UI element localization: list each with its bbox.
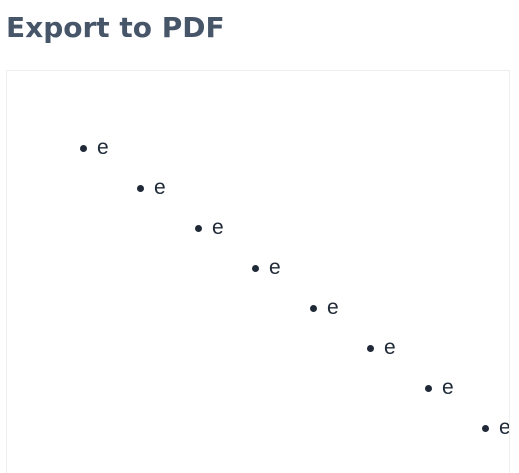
bullet-icon <box>482 424 489 432</box>
list-item-text: e <box>212 216 224 239</box>
page-title: Export to PDF <box>6 11 225 44</box>
list-item-text: e <box>97 136 109 159</box>
bullet-icon <box>80 144 87 152</box>
list-item-text: e <box>154 176 166 199</box>
list-item-text: e <box>269 256 281 279</box>
list-item: e <box>80 133 109 163</box>
bullet-icon <box>195 224 202 232</box>
bullet-icon <box>425 384 432 392</box>
list-item: e <box>425 373 454 403</box>
list-item-text: e <box>499 416 510 439</box>
bullet-icon <box>252 264 259 272</box>
list-item: e <box>195 213 224 243</box>
list-item: e <box>137 173 166 203</box>
list-item: e <box>482 413 510 443</box>
list-item: e <box>367 333 396 363</box>
list-item: e <box>310 293 339 323</box>
pdf-preview-panel: e e e e e e e e <box>6 70 510 473</box>
list-item-text: e <box>384 336 396 359</box>
list-item: e <box>252 253 281 283</box>
list-item-text: e <box>327 296 339 319</box>
bullet-icon <box>310 304 317 312</box>
list-item-text: e <box>442 376 454 399</box>
bullet-icon <box>137 184 144 192</box>
bullet-icon <box>367 344 374 352</box>
